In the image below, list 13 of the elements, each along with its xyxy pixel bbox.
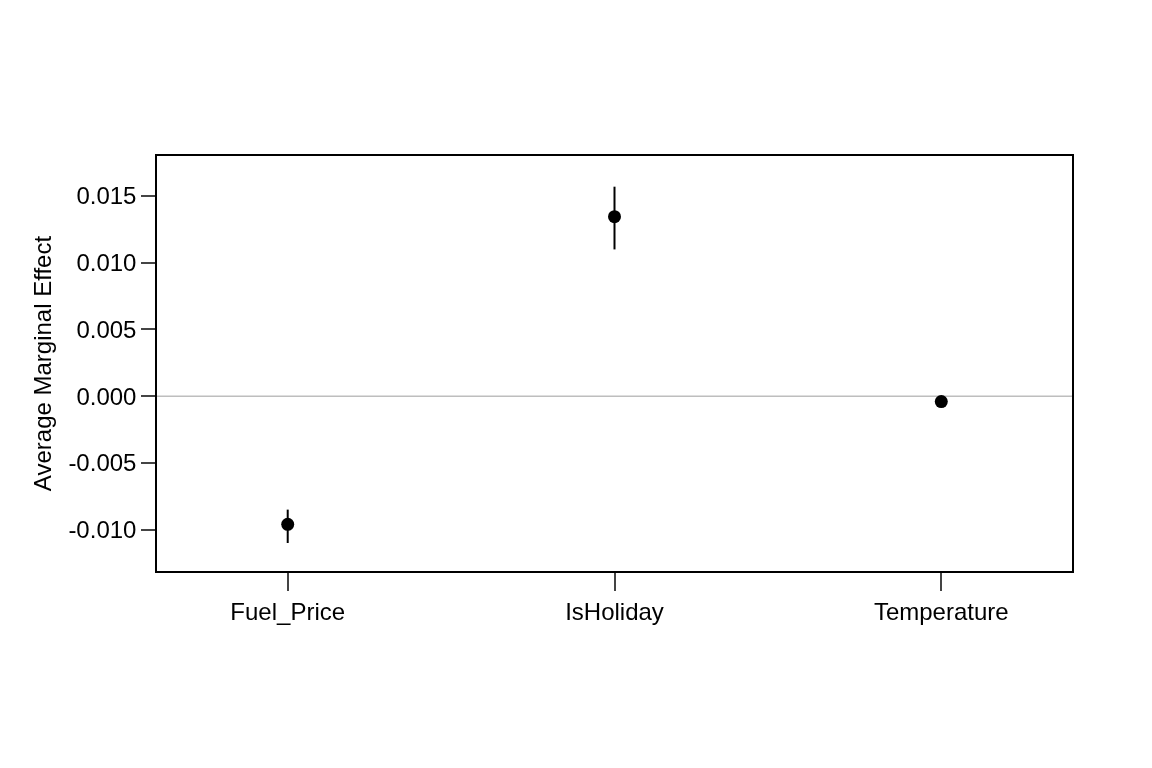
y-tick-label: -0.005 xyxy=(68,449,137,477)
x-tick-label: Temperature xyxy=(873,597,1009,625)
point xyxy=(934,395,948,409)
point xyxy=(281,517,295,531)
point xyxy=(608,210,621,224)
y-tick-label: 0.005 xyxy=(76,315,137,343)
x-tick-label: Fuel_Price xyxy=(230,597,346,625)
y-tick-label: 0.000 xyxy=(76,382,137,410)
x-tick-label: IsHoliday xyxy=(565,597,664,625)
y-tick-label: 0.015 xyxy=(76,182,137,210)
y-tick-label: 0.010 xyxy=(76,249,137,277)
y-tick-label: -0.010 xyxy=(68,516,137,544)
y-axis-title: Average Marginal Effect xyxy=(28,235,56,492)
